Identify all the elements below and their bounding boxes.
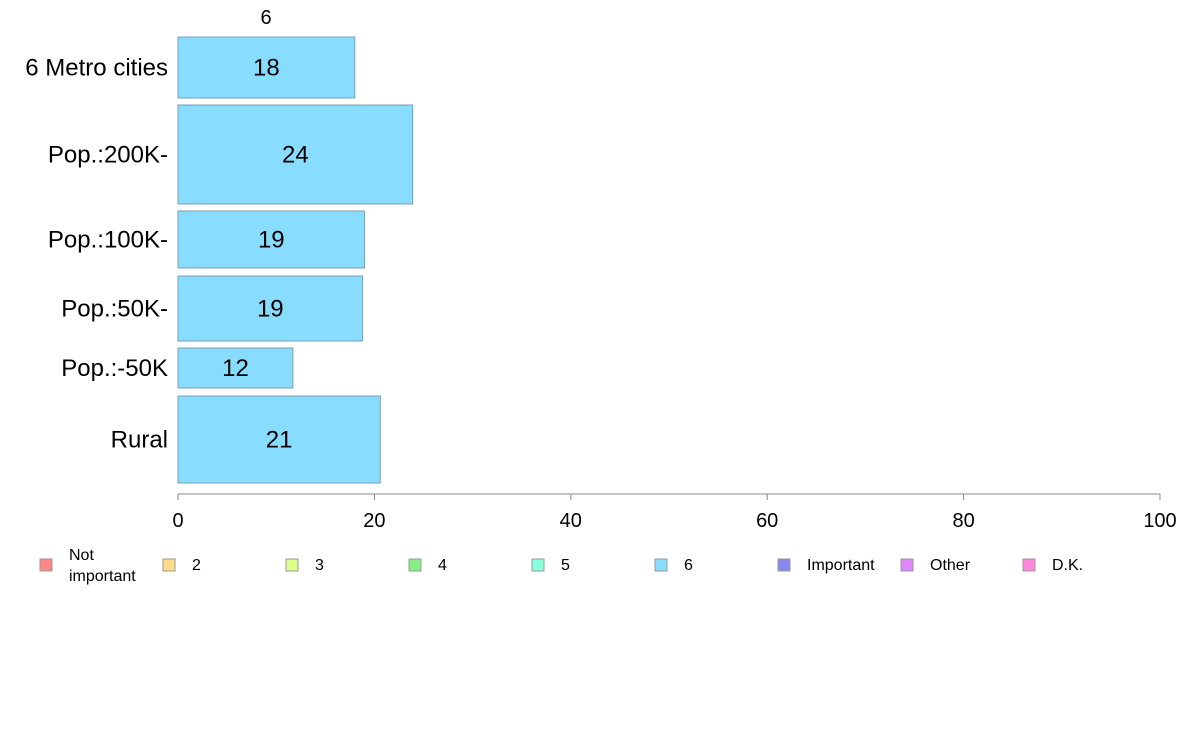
x-axis: 0 20 40 60 80 100 — [172, 493, 1177, 532]
x-tick-label: 80 — [952, 510, 974, 532]
category-label: Rural — [111, 427, 168, 454]
bar — [177, 104, 414, 205]
legend-label: 3 — [315, 557, 324, 574]
category-label: Pop.:-50K — [61, 355, 168, 382]
bar — [177, 395, 381, 484]
x-tick-label: 60 — [756, 510, 778, 532]
legend-label: 2 — [192, 557, 201, 574]
legend-label: 4 — [438, 557, 447, 574]
legend-swatch — [39, 558, 53, 572]
legend-swatch — [777, 558, 791, 572]
series-header-label: 6 — [260, 7, 271, 29]
legend-swatch — [408, 558, 422, 572]
bar-value-label: 12 — [222, 355, 249, 382]
category-label: Pop.:200K- — [48, 142, 168, 169]
legend: Not important 2 3 4 5 6 Important Other D.K. — [39, 547, 1083, 585]
category-label: Pop.:100K- — [48, 227, 168, 254]
legend-label: Not important — [69, 547, 136, 585]
legend-swatch — [654, 558, 668, 572]
legend-swatch — [285, 558, 299, 572]
legend-swatch — [162, 558, 176, 572]
legend-swatch — [1022, 558, 1036, 572]
legend-label: 6 — [684, 557, 693, 574]
bar-value-label: 21 — [266, 427, 293, 454]
bar — [177, 347, 294, 389]
bar-value-label: 24 — [282, 142, 309, 169]
legend-label: Other — [930, 557, 971, 574]
bar-value-label: 19 — [257, 296, 284, 323]
legend-label: 5 — [561, 557, 570, 574]
category-label: 6 Metro cities — [25, 55, 168, 82]
bar-value-label: 18 — [253, 55, 280, 82]
x-tick-label: 100 — [1143, 510, 1176, 532]
bars-layer: 6 Metro cities 18 Pop.:200K- 24 Pop.:100K- 19… — [25, 36, 414, 484]
legend-swatch — [531, 558, 545, 572]
x-tick-label: 20 — [363, 510, 385, 532]
legend-label: Important — [807, 557, 875, 574]
x-tick-label: 0 — [172, 510, 183, 532]
bar — [177, 210, 366, 269]
legend-swatch — [900, 558, 914, 572]
x-tick-label: 40 — [560, 510, 582, 532]
bar — [177, 36, 356, 99]
legend-label: D.K. — [1052, 557, 1083, 574]
bar-value-label: 19 — [258, 227, 285, 254]
bar — [177, 275, 364, 342]
category-label: Pop.:50K- — [61, 296, 168, 323]
